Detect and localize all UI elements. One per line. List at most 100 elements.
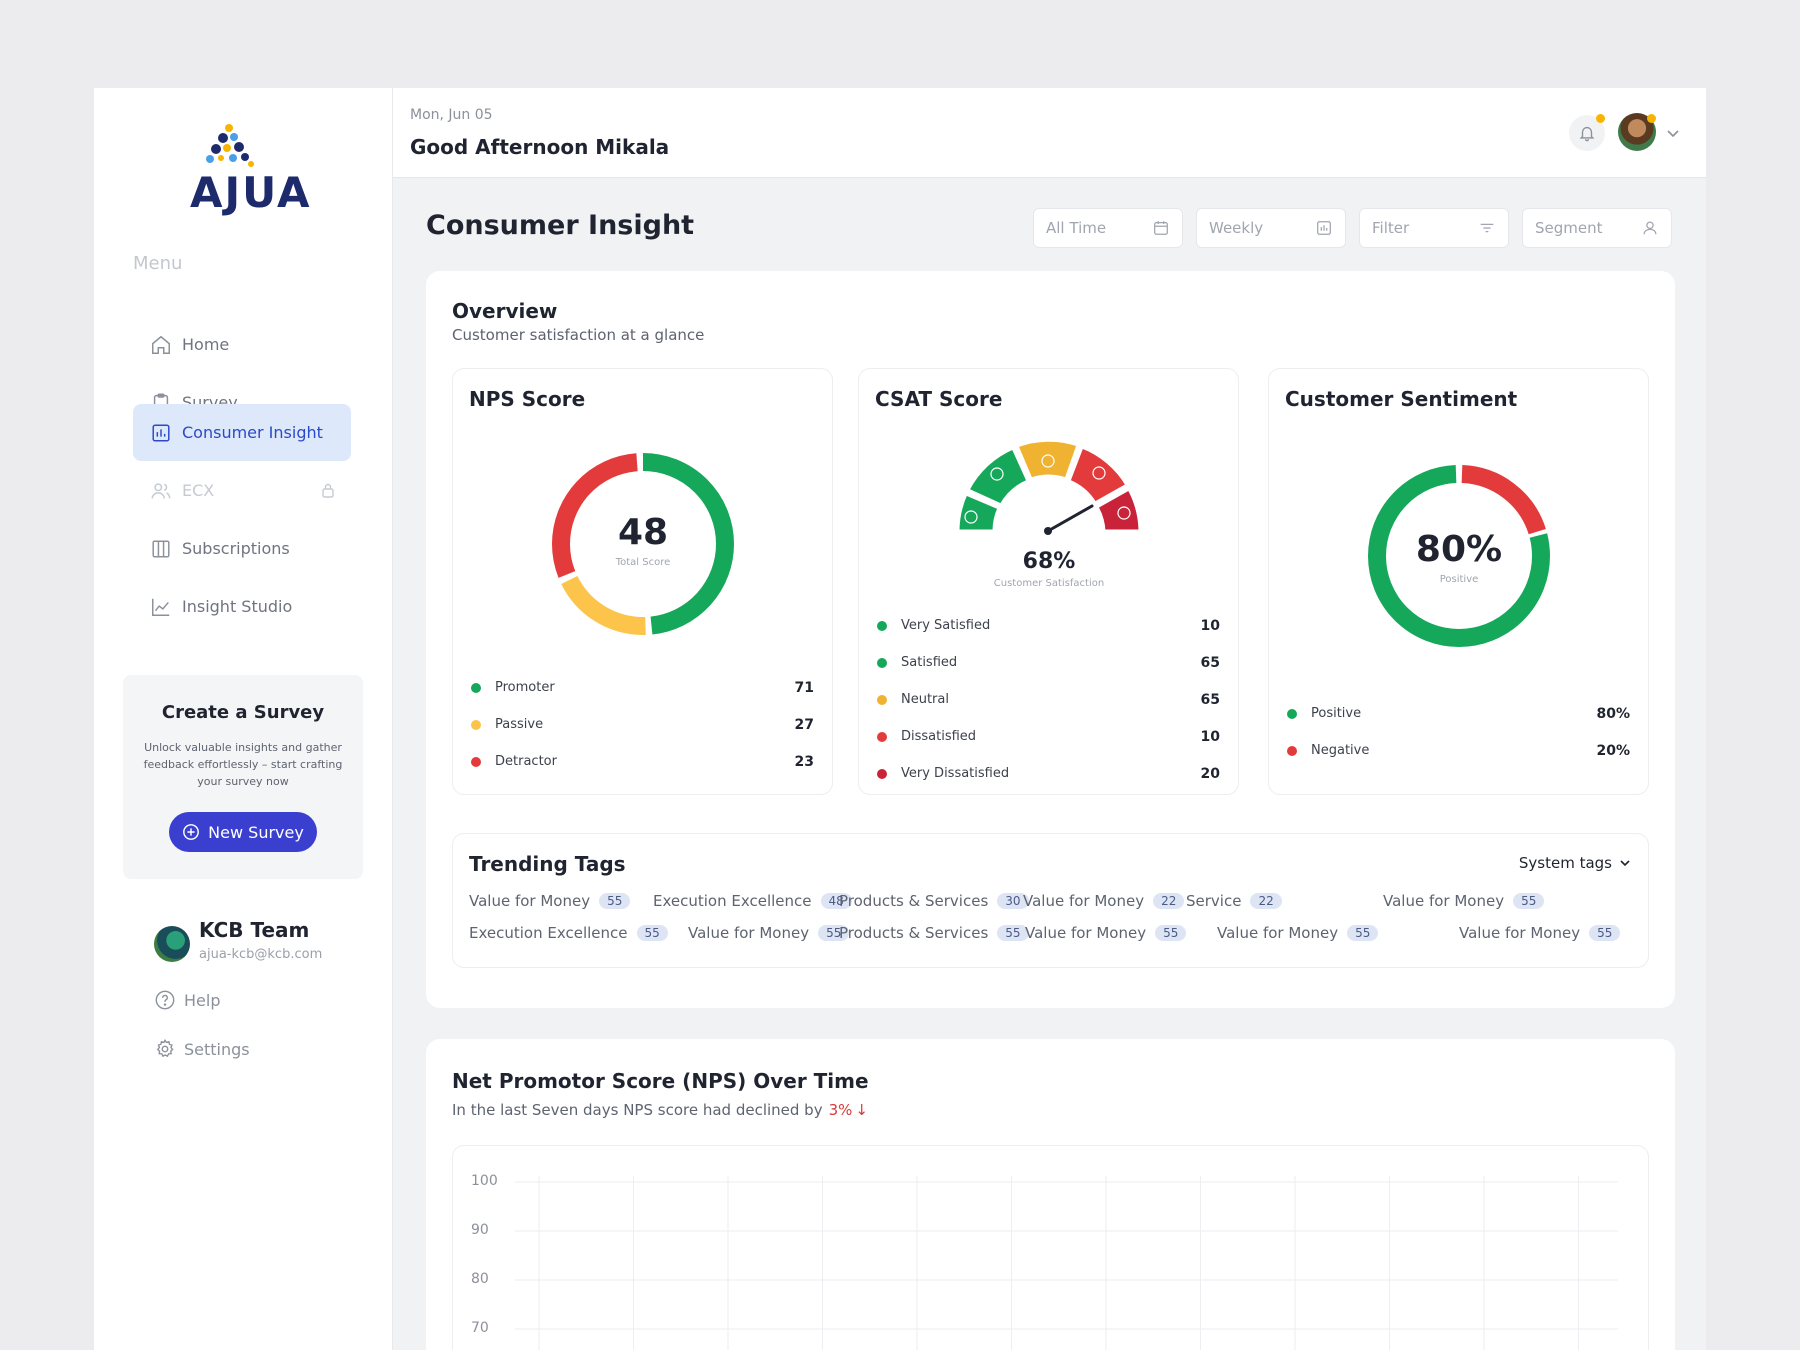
- legend-positive: Positive 80%: [1287, 695, 1630, 732]
- sidebar-item-insight-studio[interactable]: Insight Studio: [133, 578, 351, 635]
- help-icon: [155, 990, 175, 1010]
- chevron-down-icon: [1620, 860, 1630, 867]
- segment-filter[interactable]: Segment: [1522, 208, 1672, 248]
- page-title: Consumer Insight: [426, 210, 695, 241]
- columns-icon: [152, 539, 170, 558]
- sidebar-item-subscriptions[interactable]: Subscriptions: [133, 520, 351, 577]
- trending-tag[interactable]: Value for Money 55: [1383, 892, 1545, 910]
- filter-label: Filter: [1372, 219, 1410, 237]
- tag-label: Value for Money: [1023, 892, 1145, 910]
- chevron-down-icon[interactable]: [1664, 124, 1682, 142]
- tag-count-badge: 55: [1155, 925, 1187, 941]
- nps-donut: [552, 453, 734, 635]
- legend-value: 80%: [1596, 705, 1630, 722]
- chart-grid: [515, 1176, 1618, 1350]
- y-tick-label: 70: [471, 1320, 489, 1336]
- legend-label: Promoter: [495, 680, 555, 695]
- tag-label: Value for Money: [469, 892, 591, 910]
- trending-tags-title: Trending Tags: [469, 852, 626, 876]
- greeting: Good Afternoon Mikala: [410, 135, 670, 159]
- legend-dot: [471, 682, 481, 693]
- menu-title: Menu: [133, 253, 183, 274]
- nps-over-time-subtitle: In the last Seven days NPS score had dec…: [452, 1101, 868, 1119]
- current-date: Mon, Jun 05: [410, 107, 493, 123]
- sentiment-legend: Positive 80% Negative 20%: [1287, 695, 1630, 769]
- sidebar-item-home[interactable]: Home: [133, 316, 351, 373]
- detractor-arc: [552, 453, 734, 635]
- calendar-icon: [1154, 221, 1168, 235]
- help-link[interactable]: Help: [154, 989, 220, 1011]
- gauge-needle: [1046, 504, 1094, 533]
- trending-tag[interactable]: Value for Money 55: [1025, 924, 1187, 942]
- legend-detractor: Detractor 23: [471, 743, 814, 780]
- notifications-button[interactable]: [1569, 115, 1605, 151]
- trending-tag[interactable]: Value for Money 55: [1217, 924, 1379, 942]
- legend-value: 71: [794, 679, 814, 696]
- tag-label: Value for Money: [1025, 924, 1147, 942]
- top-header: Mon, Jun 05 Good Afternoon Mikala: [393, 88, 1706, 178]
- team-avatar: [154, 926, 190, 962]
- create-survey-text: Unlock valuable insights and gather feed…: [143, 741, 343, 788]
- avatar-status-dot: [1647, 114, 1656, 123]
- dissatisfied-segment: [1067, 445, 1130, 506]
- legend-value: 20: [1200, 765, 1220, 782]
- legend-label: Satisfied: [901, 655, 958, 670]
- trending-tag[interactable]: Service 22: [1186, 892, 1282, 910]
- nps-decline-value: 3%: [828, 1101, 853, 1119]
- ajua-logo-mark: [206, 124, 254, 167]
- nps-center: 48 Total Score: [548, 512, 738, 568]
- legend-dot: [877, 620, 887, 631]
- legend-value: 10: [1200, 728, 1220, 745]
- trending-tag[interactable]: Value for Money 55: [1459, 924, 1621, 942]
- tag-label: Service: [1186, 892, 1242, 910]
- trending-tag[interactable]: Execution Excellence 48: [653, 892, 852, 910]
- trending-tag[interactable]: Value for Money 55: [688, 924, 850, 942]
- team-profile[interactable]: KCB Team ajua-kcb@kcb.com: [154, 918, 384, 974]
- settings-link[interactable]: Settings: [154, 1038, 250, 1060]
- overview-title: Overview: [452, 299, 558, 323]
- app-window: AJUA Menu Home Survey Consumer Insight E…: [94, 88, 1706, 1350]
- weekly-filter[interactable]: Weekly: [1196, 208, 1346, 248]
- trending-tag[interactable]: Execution Excellence 55: [469, 924, 668, 942]
- sidebar: AJUA Menu Home Survey Consumer Insight E…: [94, 88, 393, 1350]
- tag-label: Execution Excellence: [653, 892, 812, 910]
- tag-count-badge: 55: [818, 925, 850, 941]
- brand-name: AJUA: [190, 168, 312, 217]
- legend-label: Very Dissatisfied: [901, 766, 1010, 781]
- trending-tag[interactable]: Value for Money 55: [469, 892, 631, 910]
- tag-count-badge: 55: [997, 925, 1029, 941]
- legend-value: 27: [794, 716, 814, 733]
- legend-neutral: Neutral 65: [877, 681, 1220, 718]
- sidebar-item-ecx[interactable]: ECX: [133, 462, 351, 519]
- nps-over-time-card: Net Promotor Score (NPS) Over Time In th…: [426, 1039, 1675, 1350]
- filter-label: Weekly: [1209, 219, 1264, 237]
- legend-dot: [471, 719, 481, 730]
- csat-title: CSAT Score: [875, 387, 1003, 411]
- system-tags-dropdown[interactable]: System tags: [1519, 854, 1632, 872]
- nps-decline-text: In the last Seven days NPS score had dec…: [452, 1101, 823, 1119]
- trending-tag[interactable]: Products & Services 55: [839, 924, 1029, 942]
- trending-tag[interactable]: Value for Money 22: [1023, 892, 1185, 910]
- team-name: KCB Team: [199, 918, 310, 942]
- nps-title: NPS Score: [469, 387, 586, 411]
- nps-score-label: Total Score: [615, 557, 671, 568]
- nps-line-chart: 100 90 80 70: [452, 1145, 1649, 1350]
- legend-very-satisfied: Very Satisfied 10: [877, 607, 1220, 644]
- csat-legend: Very Satisfied 10 Satisfied 65 Neutral 65 D…: [877, 607, 1220, 792]
- new-survey-button[interactable]: New Survey: [169, 812, 317, 852]
- sentiment-donut: [1368, 465, 1550, 647]
- sidebar-item-consumer-insight[interactable]: Consumer Insight: [133, 404, 351, 461]
- all-time-filter[interactable]: All Time: [1033, 208, 1183, 248]
- legend-label: Neutral: [901, 692, 949, 707]
- filter-dropdown[interactable]: Filter: [1359, 208, 1509, 248]
- neutral-segment: [1015, 438, 1080, 481]
- legend-dot: [471, 756, 481, 767]
- promoter-arc: [552, 453, 734, 635]
- plus-circle-icon: [183, 824, 200, 840]
- legend-dissatisfied: Dissatisfied 10: [877, 718, 1220, 755]
- legend-dot: [1287, 708, 1297, 719]
- csat-gauge: [956, 438, 1142, 535]
- trending-tag[interactable]: Products & Services 30: [839, 892, 1029, 910]
- users-icon: [151, 482, 171, 498]
- y-tick-label: 80: [471, 1271, 489, 1287]
